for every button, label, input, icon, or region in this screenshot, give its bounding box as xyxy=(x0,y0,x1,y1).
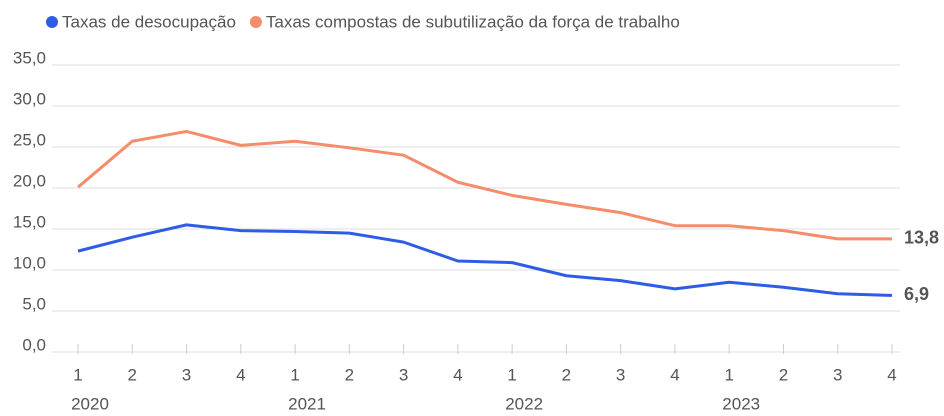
y-tick-label: 5,0 xyxy=(22,294,46,313)
y-tick-label: 0,0 xyxy=(22,335,46,354)
x-tick-label: 3 xyxy=(833,365,842,384)
x-tick-label: 4 xyxy=(670,365,679,384)
y-tick-label: 15,0 xyxy=(13,212,46,231)
x-tick-label: 4 xyxy=(453,365,462,384)
legend-label: Taxas de desocupação xyxy=(62,12,236,31)
y-tick-label: 30,0 xyxy=(13,89,46,108)
data-label: 6,9 xyxy=(904,284,929,304)
year-label: 2020 xyxy=(71,394,109,413)
legend-marker xyxy=(249,16,262,28)
x-tick-label: 2 xyxy=(779,365,788,384)
y-tick-label: 35,0 xyxy=(13,48,46,67)
x-tick-label: 2 xyxy=(345,365,354,384)
x-tick-label: 1 xyxy=(73,365,82,384)
y-tick-label: 20,0 xyxy=(13,171,46,190)
x-tick-label: 3 xyxy=(616,365,625,384)
year-label: 2023 xyxy=(722,394,760,413)
x-tick-label: 2 xyxy=(128,365,137,384)
x-tick-label: 2 xyxy=(562,365,571,384)
x-tick-label: 3 xyxy=(399,365,408,384)
legend-label: Taxas compostas de subutilização da forç… xyxy=(266,12,680,31)
x-tick-label: 4 xyxy=(887,365,896,384)
series-line xyxy=(77,129,892,241)
x-tick-label: 3 xyxy=(182,365,191,384)
data-label: 13,8 xyxy=(904,228,939,248)
x-tick-label: 1 xyxy=(507,365,516,384)
year-label: 2022 xyxy=(505,394,543,413)
y-tick-label: 25,0 xyxy=(13,130,46,149)
year-label: 2021 xyxy=(288,394,326,413)
x-tick-label: 4 xyxy=(236,365,245,384)
x-tick-label: 1 xyxy=(290,365,299,384)
series-line xyxy=(77,223,893,297)
x-tick-label: 1 xyxy=(724,365,733,384)
legend-marker xyxy=(46,16,58,28)
y-tick-label: 10,0 xyxy=(13,253,46,272)
